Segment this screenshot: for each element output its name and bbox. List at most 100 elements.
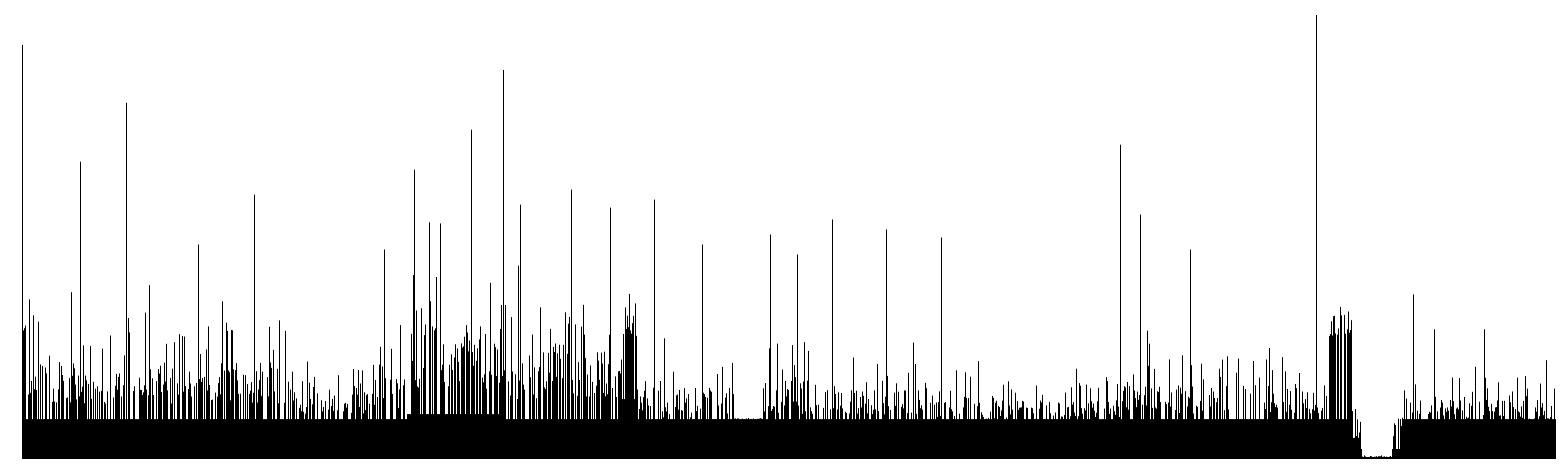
bar (744, 419, 745, 459)
bar (1539, 416, 1540, 459)
bar (1193, 413, 1194, 459)
bar (998, 405, 999, 459)
bar (897, 419, 898, 459)
bar (850, 401, 851, 459)
bar (32, 419, 33, 459)
bar (626, 328, 627, 459)
bar (1353, 438, 1354, 459)
bar (1504, 400, 1505, 459)
bar (1396, 449, 1397, 459)
bar (1011, 389, 1012, 459)
bar (1517, 377, 1518, 459)
bar (993, 397, 994, 459)
bar (1155, 407, 1156, 459)
bar (658, 390, 659, 459)
bar (704, 394, 705, 459)
bar (44, 419, 45, 459)
bar (597, 352, 598, 459)
bar (789, 419, 790, 459)
bar (896, 383, 897, 459)
bar (148, 395, 149, 459)
bar (1050, 413, 1051, 459)
bar (767, 419, 768, 459)
bar (128, 318, 129, 459)
bar (801, 388, 802, 459)
bar (117, 389, 118, 459)
bar (780, 419, 781, 459)
bar (645, 381, 646, 459)
bar (463, 346, 464, 459)
bar (226, 322, 227, 459)
bar (923, 419, 924, 459)
bar (1404, 390, 1405, 459)
bar (942, 419, 943, 459)
bar (1413, 294, 1414, 459)
bar (127, 419, 128, 459)
bar (893, 419, 894, 459)
bar (790, 419, 791, 459)
bar (228, 370, 229, 459)
bar (1520, 416, 1521, 459)
bar (172, 368, 173, 459)
bar (249, 393, 250, 459)
bar (873, 409, 874, 459)
bar (1087, 419, 1088, 459)
bar (1250, 393, 1251, 459)
bar (629, 293, 630, 459)
bar (878, 411, 879, 459)
bar (240, 393, 241, 459)
bar (1356, 436, 1357, 459)
bar (1348, 311, 1349, 459)
bar (520, 204, 521, 459)
bar (398, 407, 399, 459)
bar (144, 385, 145, 459)
bar (576, 419, 577, 459)
bar (327, 419, 328, 459)
bar (305, 413, 306, 459)
bar (1521, 406, 1522, 459)
bar (151, 419, 152, 459)
bar (1470, 419, 1471, 459)
bar (141, 390, 142, 459)
bar (1416, 419, 1417, 459)
bar (368, 419, 369, 459)
bar (631, 333, 632, 459)
bar (485, 334, 486, 459)
bar (58, 389, 59, 459)
bar (1294, 412, 1295, 459)
bar (1198, 419, 1199, 459)
bar (865, 403, 866, 459)
bar (599, 379, 600, 459)
bar (875, 409, 876, 459)
bar (255, 419, 256, 459)
bar (1161, 419, 1162, 459)
bar (1473, 419, 1474, 459)
bar (63, 380, 64, 459)
bar (350, 419, 351, 459)
bar (1355, 409, 1356, 459)
bar (319, 419, 320, 459)
bar (713, 419, 714, 459)
bar (199, 379, 200, 459)
bar (916, 413, 917, 459)
bar (602, 363, 603, 459)
bar (315, 419, 316, 459)
bar (513, 419, 514, 459)
bar (728, 419, 729, 459)
bar (136, 419, 137, 459)
bar (1337, 334, 1338, 459)
bar (512, 371, 513, 459)
bar (318, 419, 319, 459)
bar (195, 419, 196, 459)
bar (1418, 419, 1419, 459)
bar (1309, 408, 1310, 459)
bar (1336, 419, 1337, 459)
bar (100, 419, 101, 459)
bar (616, 396, 617, 459)
bar (882, 380, 883, 459)
bar (79, 396, 80, 459)
bar (494, 343, 495, 459)
bar (971, 419, 972, 459)
bar (900, 419, 901, 459)
bar (1426, 419, 1427, 459)
